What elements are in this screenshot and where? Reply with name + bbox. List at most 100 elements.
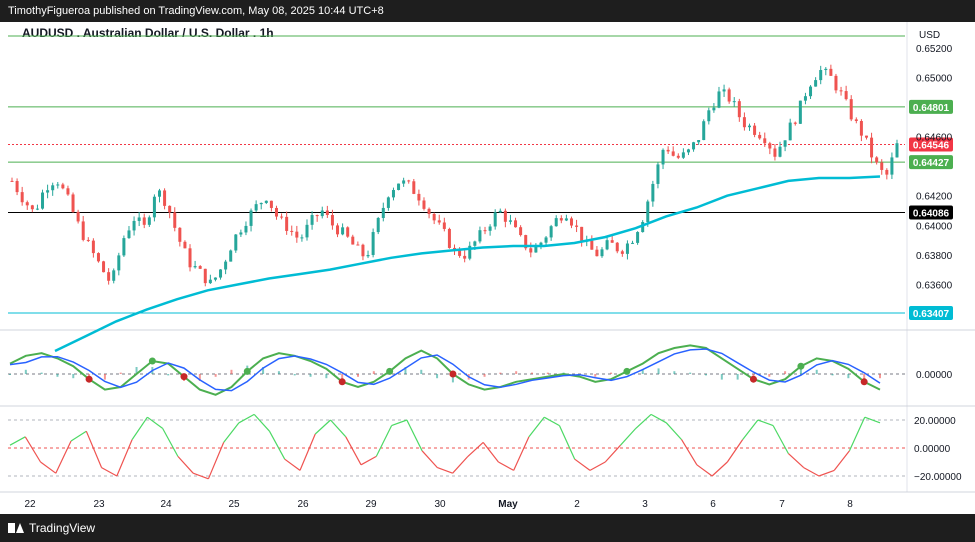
osc-histogram-bar [673, 371, 676, 374]
momentum-segment [742, 419, 759, 440]
momentum-segment [406, 419, 423, 452]
candle-body [783, 140, 787, 147]
time-tick-label: 23 [93, 499, 105, 510]
osc-axis-label: 0.00000 [916, 370, 953, 381]
osc-histogram-bar [641, 369, 644, 374]
candle-body [748, 125, 751, 128]
momentum-axis-label: 20.00000 [914, 416, 956, 427]
candle-body [437, 220, 441, 223]
candle-body [147, 217, 151, 225]
osc-histogram-bar [515, 371, 518, 374]
candle-body [717, 91, 721, 108]
currency-label[interactable]: USD [919, 30, 941, 41]
momentum-segment [589, 461, 606, 471]
candle-body [351, 236, 355, 245]
tradingview-logo[interactable]: TradingView [8, 521, 95, 535]
candle-body [773, 148, 777, 157]
candle-body [417, 193, 421, 201]
chart-svg[interactable]: 0.64801 0.64546 0.64427 0.64086 0.63407 0.652… [0, 22, 975, 514]
osc-histogram-bar [404, 367, 407, 374]
momentum-segment [650, 413, 667, 424]
time-tick-label: 30 [434, 499, 446, 510]
candle-body [198, 266, 202, 269]
candle-body [885, 169, 889, 175]
candle-body [641, 222, 645, 233]
candle-body [514, 220, 518, 228]
momentum-segment [101, 467, 118, 477]
candle-body [274, 207, 278, 217]
osc-histogram-bar [357, 374, 359, 377]
price-tick-label: 0.64000 [916, 221, 953, 232]
momentum-segment [330, 419, 347, 438]
momentum-segment [803, 467, 820, 477]
candle-body [676, 155, 680, 158]
candle-body [458, 249, 462, 256]
candle-body [168, 205, 172, 213]
candle-body [864, 135, 868, 138]
candle-body [356, 244, 360, 246]
candle-body [732, 101, 736, 103]
candle-body [30, 205, 34, 210]
candle-body [280, 216, 284, 218]
candle-body [712, 107, 716, 111]
candle-body [407, 180, 411, 182]
candle-body [854, 119, 858, 122]
level-badge-label: 0.64427 [913, 158, 950, 169]
candle-body [890, 157, 894, 175]
momentum-segment [437, 467, 453, 474]
candle-body [300, 237, 304, 239]
candle-body [366, 254, 370, 257]
candle-body [158, 190, 161, 197]
candle-body [264, 200, 268, 203]
candle-body [875, 157, 879, 163]
momentum-segment [604, 444, 621, 463]
candle-body [463, 255, 467, 259]
candle-body [656, 164, 660, 184]
candle-body [20, 192, 24, 203]
momentum-segment [452, 455, 469, 474]
candle-body [793, 122, 797, 124]
momentum-segment [375, 425, 393, 457]
brand-text: TradingView [29, 521, 96, 535]
candle-body [127, 230, 131, 239]
time-tick-label: 8 [847, 499, 853, 510]
momentum-segment [131, 416, 148, 440]
candle-body [96, 253, 100, 262]
osc-cross-dot [180, 373, 188, 381]
momentum-segment [116, 439, 133, 477]
candle-body [488, 226, 492, 231]
momentum-axis-label: 0.00000 [914, 444, 951, 455]
candle-body [391, 189, 395, 198]
osc-histogram-bar [293, 374, 296, 376]
chart-frame[interactable] [0, 22, 975, 514]
candle-body [46, 190, 50, 193]
candle-body [183, 241, 187, 249]
candle-body [341, 227, 345, 235]
osc-histogram-bar [372, 371, 375, 374]
candle-body [442, 222, 446, 229]
candle-body [381, 207, 385, 219]
candle-body [671, 151, 675, 156]
osc-histogram-bar [436, 374, 439, 379]
candle-body [295, 231, 299, 238]
momentum-segment [574, 458, 591, 471]
osc-cross-dot [243, 367, 251, 375]
candle-body [524, 235, 528, 249]
candle-body [519, 227, 523, 236]
candle-body [310, 215, 314, 225]
momentum-segment [711, 461, 728, 477]
moving-average-line [54, 175, 881, 353]
momentum-segment [864, 416, 881, 424]
osc-cross-dot [386, 367, 394, 375]
momentum-segment [253, 413, 270, 432]
candle-body [615, 242, 619, 252]
candle-body [483, 230, 487, 232]
time-tick-label: 24 [160, 499, 172, 510]
candle-body [631, 242, 635, 244]
candle-body [707, 110, 711, 122]
osc-histogram-bar [499, 372, 502, 374]
candle-body [554, 218, 558, 227]
candle-body [376, 218, 380, 233]
candle-body [269, 200, 273, 208]
candle-body [193, 266, 197, 268]
